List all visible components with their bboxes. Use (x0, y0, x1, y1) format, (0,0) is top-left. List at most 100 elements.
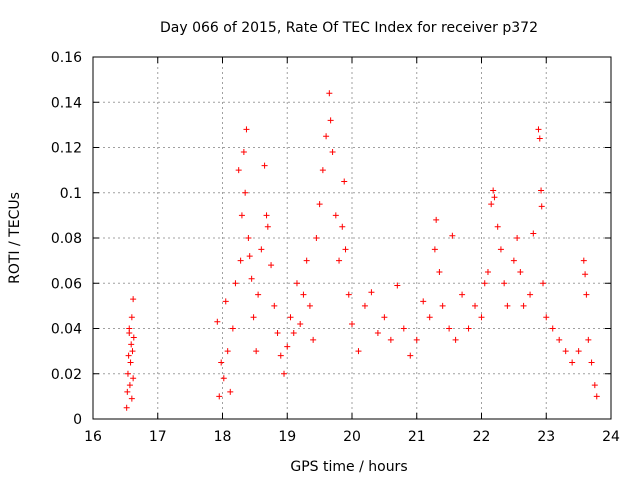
data-point (124, 388, 131, 395)
x-axis-label: GPS time / hours (290, 459, 407, 475)
data-point (426, 314, 433, 321)
data-point (588, 359, 595, 366)
data-point (123, 404, 130, 411)
data-point (220, 375, 227, 382)
data-point (224, 348, 231, 355)
data-point (243, 126, 250, 133)
data-point (323, 133, 330, 140)
data-point (264, 223, 271, 230)
data-point (580, 257, 587, 264)
data-point (535, 126, 542, 133)
grid-lines (93, 57, 611, 419)
data-point (327, 117, 334, 124)
data-point (253, 348, 260, 355)
data-point (126, 382, 133, 389)
data-point (237, 257, 244, 264)
data-point (497, 246, 504, 253)
data-point (227, 388, 234, 395)
data-point (459, 291, 466, 298)
data-point (258, 246, 265, 253)
data-point (128, 341, 135, 348)
data-point (300, 291, 307, 298)
y-tick-label: 0.08 (51, 231, 82, 247)
data-point (420, 298, 427, 305)
data-point (319, 167, 326, 174)
data-point (342, 246, 349, 253)
x-tick-label: 19 (278, 429, 296, 445)
data-point (329, 149, 336, 156)
data-point (268, 262, 275, 269)
data-point (583, 291, 590, 298)
y-tick-label: 0.06 (51, 276, 82, 292)
data-point (287, 314, 294, 321)
data-point (465, 325, 472, 332)
data-point (326, 90, 333, 97)
data-point (452, 336, 459, 343)
data-point (387, 336, 394, 343)
x-tick-label: 21 (408, 429, 426, 445)
data-point (400, 325, 407, 332)
data-point (284, 343, 291, 350)
data-point (130, 375, 137, 382)
data-point (125, 352, 132, 359)
data-point (488, 201, 495, 208)
data-point (339, 223, 346, 230)
y-tick-label: 0.14 (51, 95, 82, 111)
data-point (303, 257, 310, 264)
data-point (130, 334, 137, 341)
data-point (345, 291, 352, 298)
data-point (310, 336, 317, 343)
data-point (128, 395, 135, 402)
x-tick-label: 24 (602, 429, 620, 445)
data-point (501, 280, 508, 287)
data-point (306, 302, 313, 309)
data-point (585, 336, 592, 343)
data-point (129, 348, 136, 355)
data-point (491, 194, 498, 201)
data-point (297, 320, 304, 327)
data-point (381, 314, 388, 321)
data-point (361, 302, 368, 309)
data-point (255, 291, 262, 298)
data-point (290, 330, 297, 337)
data-point (374, 330, 381, 337)
data-point (472, 302, 479, 309)
data-point (332, 212, 339, 219)
x-tick-label: 18 (214, 429, 232, 445)
data-point (591, 382, 598, 389)
data-point (490, 187, 497, 194)
y-tick-label: 0.04 (51, 322, 82, 338)
data-point (510, 257, 517, 264)
data-point (394, 282, 401, 289)
data-point (124, 370, 131, 377)
data-point (313, 235, 320, 241)
data-point (549, 325, 556, 332)
data-point (569, 359, 576, 366)
data-point (128, 314, 135, 321)
x-tick-label: 17 (149, 429, 167, 445)
data-point (248, 275, 255, 282)
data-point (271, 302, 278, 309)
data-point (246, 253, 253, 260)
data-point (245, 235, 252, 241)
y-tick-label: 0.16 (51, 50, 82, 66)
data-point (562, 348, 569, 355)
data-point (214, 318, 221, 325)
data-point (281, 370, 288, 377)
data-point (229, 325, 236, 332)
data-point (436, 268, 443, 275)
y-tick-label: 0 (73, 412, 82, 428)
data-point (538, 203, 545, 210)
y-axis-label: ROTI / TECUs (7, 192, 23, 284)
data-point (538, 187, 545, 194)
data-point (218, 359, 225, 366)
data-point (216, 393, 223, 400)
data-point (431, 246, 438, 253)
data-point (316, 201, 323, 208)
data-point (575, 348, 582, 355)
data-point (355, 348, 362, 355)
data-point (336, 257, 343, 264)
data-point (222, 298, 229, 305)
y-tick-label: 0.1 (60, 186, 82, 202)
